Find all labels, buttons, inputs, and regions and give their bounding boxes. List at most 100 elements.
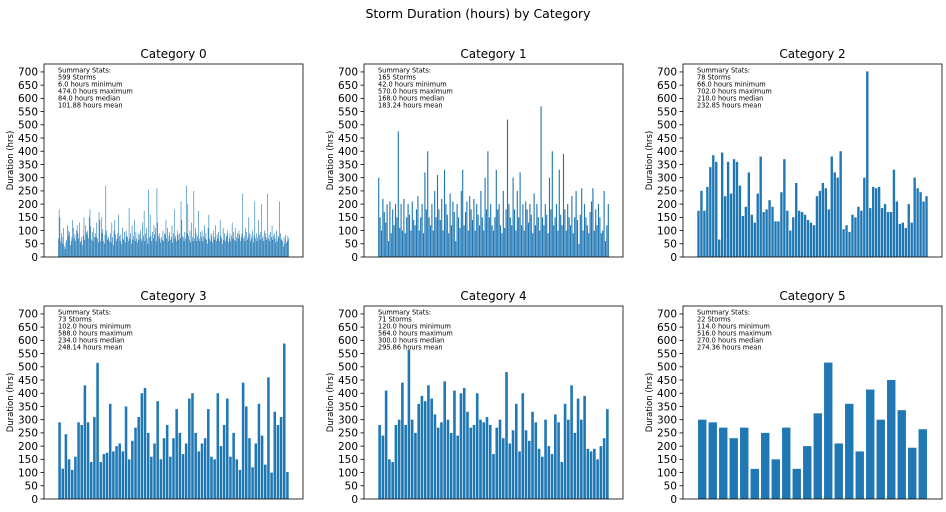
bar	[64, 434, 68, 499]
bar	[131, 243, 132, 257]
bar	[508, 443, 512, 499]
bar	[141, 241, 143, 257]
bar	[176, 241, 177, 257]
bar	[459, 227, 461, 257]
bar	[741, 216, 745, 257]
bar	[750, 468, 759, 499]
bar	[568, 217, 570, 257]
y-tick-label: 650	[18, 80, 38, 92]
bar	[897, 410, 906, 499]
bar	[65, 242, 67, 257]
bar	[87, 230, 89, 257]
bar	[61, 237, 63, 257]
bar	[260, 231, 262, 257]
bar	[85, 225, 86, 257]
plot-frame	[43, 305, 304, 500]
bar	[922, 201, 925, 257]
summary-stats-line: 102.0 hours minimum	[58, 323, 131, 331]
bar	[192, 241, 194, 257]
bar	[256, 241, 258, 257]
bar	[720, 152, 724, 257]
bar	[152, 238, 154, 257]
bar	[115, 446, 118, 499]
bar	[600, 233, 602, 257]
bar	[547, 233, 549, 257]
bar	[466, 411, 469, 499]
bar	[282, 343, 286, 499]
bar	[726, 161, 730, 257]
bar	[271, 225, 273, 257]
bar	[269, 241, 271, 257]
bar	[401, 382, 404, 499]
bar	[70, 241, 72, 257]
y-tick-label: 450	[338, 133, 358, 145]
bar	[916, 188, 919, 257]
bar	[753, 222, 756, 257]
bar	[174, 238, 176, 257]
bar	[469, 427, 473, 499]
bar	[697, 210, 700, 257]
bar	[172, 438, 175, 499]
bar	[155, 241, 157, 257]
bar	[456, 204, 458, 257]
y-tick-label: 300	[338, 172, 358, 184]
bar	[449, 193, 451, 257]
bar	[138, 239, 140, 257]
bar	[267, 377, 270, 499]
bar	[222, 227, 224, 257]
bar	[207, 227, 209, 257]
y-tick-label: 550	[657, 348, 677, 360]
summary-stats-line: 516.0 hours maximum	[697, 330, 772, 338]
bar	[91, 231, 93, 257]
bar	[143, 235, 144, 257]
y-tick-label: 700	[18, 67, 38, 79]
bar	[484, 177, 486, 257]
bar	[384, 390, 388, 499]
plot-frame	[682, 305, 943, 500]
bar	[200, 231, 201, 257]
bar	[220, 235, 222, 257]
bar	[385, 222, 387, 257]
bar	[248, 217, 250, 257]
bar	[225, 241, 226, 257]
bar	[97, 242, 99, 257]
bar	[80, 424, 83, 499]
bar	[132, 239, 134, 257]
bar	[61, 468, 65, 499]
bar	[176, 230, 178, 257]
bar	[240, 241, 241, 257]
bar	[128, 208, 130, 257]
bar	[249, 233, 250, 257]
bar	[84, 239, 86, 257]
y-tick-label: 200	[18, 441, 38, 453]
bar	[62, 243, 64, 257]
bar	[460, 190, 462, 257]
bar	[185, 238, 186, 257]
bar	[910, 222, 913, 257]
bar	[407, 349, 411, 499]
bar	[150, 456, 153, 499]
bar	[105, 452, 109, 499]
bar	[173, 233, 174, 257]
y-tick-label: 400	[18, 388, 38, 400]
bar	[439, 219, 441, 257]
summary-stats-line: Summary Stats:	[697, 309, 750, 317]
bar	[441, 198, 443, 257]
bar	[222, 424, 226, 499]
bar	[153, 443, 156, 499]
bar	[476, 204, 478, 257]
bar	[199, 241, 201, 257]
bar	[263, 241, 265, 257]
bar	[161, 237, 162, 257]
y-axis-label: Duration (hrs)	[6, 131, 16, 191]
subplot-title: Category 1	[460, 47, 526, 61]
bar	[149, 214, 151, 257]
summary-stats-line: 570.0 hours maximum	[378, 88, 453, 96]
bar	[170, 239, 171, 257]
bar	[505, 209, 507, 257]
bar	[79, 222, 80, 257]
bar	[417, 403, 420, 499]
bar	[204, 238, 206, 257]
